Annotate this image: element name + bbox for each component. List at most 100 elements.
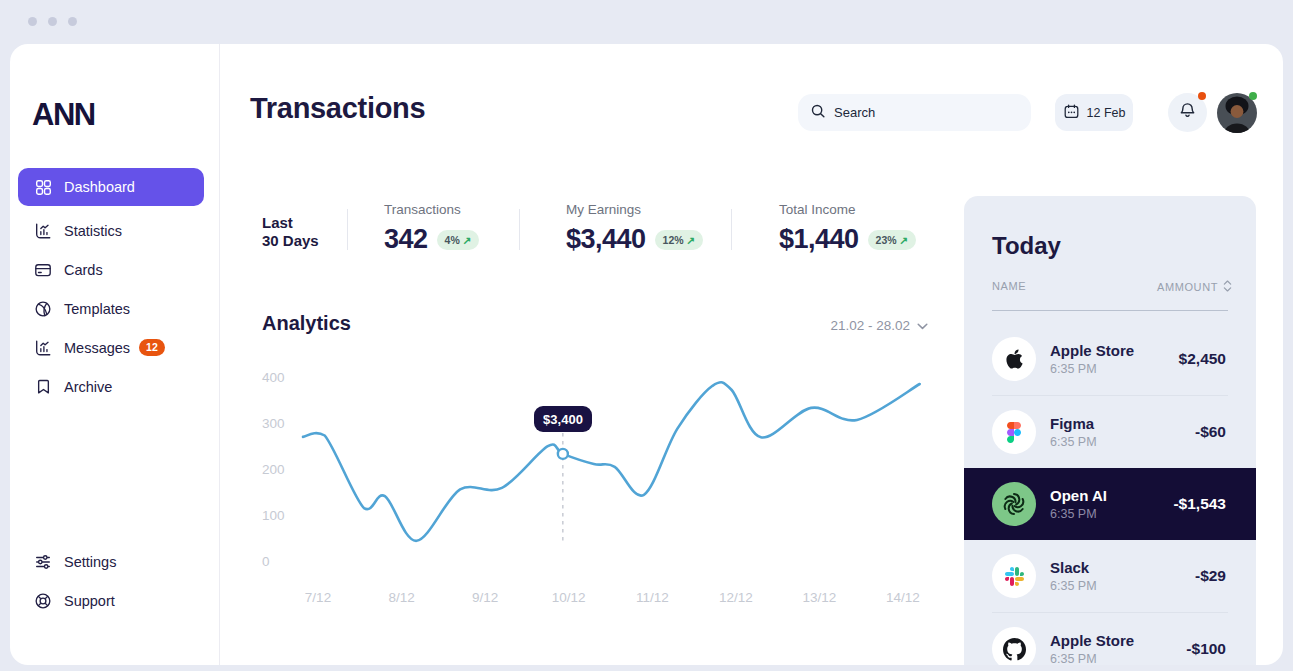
transaction-name: Figma	[1050, 415, 1097, 432]
analytics-range-dropdown[interactable]: 21.02 - 28.02	[780, 318, 928, 333]
online-status-dot	[1249, 92, 1257, 100]
x-axis-label: 9/12	[455, 590, 515, 605]
transaction-row[interactable]: Figma6:35 PM-$60	[964, 396, 1256, 468]
sidebar-item-messages[interactable]: Messages 12	[10, 328, 219, 367]
search-bar[interactable]	[798, 94, 1031, 131]
window-dot[interactable]	[28, 17, 37, 26]
column-name[interactable]: NAME	[992, 280, 1026, 294]
trend-up-icon: ↗	[900, 234, 909, 246]
chart-icon	[34, 222, 52, 240]
sidebar-item-settings[interactable]: Settings	[10, 542, 219, 581]
transaction-amount: $2,450	[1179, 350, 1226, 368]
transaction-amount: -$1,543	[1173, 495, 1226, 513]
x-axis-label: 7/12	[288, 590, 348, 605]
page-title: Transactions	[250, 92, 425, 125]
transaction-row[interactable]: Open AI 6:35 PM -$1,543	[964, 468, 1256, 540]
today-panel: Today NAME AMMOUNT Apple Store6:35 PM$2,…	[964, 196, 1256, 665]
x-axis-label: 11/12	[622, 590, 682, 605]
search-icon	[810, 103, 826, 123]
x-axis-label: 13/12	[789, 590, 849, 605]
stat-label: My Earnings	[566, 202, 703, 217]
transaction-name: Slack	[1050, 559, 1097, 576]
bookmark-icon	[34, 378, 52, 396]
trend-up-icon: ↗	[687, 234, 696, 246]
notifications-button[interactable]	[1168, 93, 1207, 132]
analytics-title: Analytics	[262, 312, 351, 335]
stat-transactions: Transactions 342 4% ↗	[384, 202, 479, 255]
transaction-amount: -$100	[1186, 640, 1226, 658]
app-window: ANN DashboardStatisticsCardsTemplatesMes…	[10, 44, 1283, 665]
transaction-time: 6:35 PM	[1050, 507, 1107, 521]
y-axis-label: 400	[262, 370, 285, 385]
sidebar-item-cards[interactable]: Cards	[10, 250, 219, 289]
y-axis-label: 100	[262, 508, 285, 523]
avatar-image	[1217, 119, 1257, 136]
stat-divider	[731, 209, 732, 250]
stat-label: Transactions	[384, 202, 479, 217]
transaction-row[interactable]: Apple Store6:35 PM$2,450	[964, 323, 1256, 395]
chart-icon	[34, 339, 52, 357]
stats-period-label: Last 30 Days	[262, 214, 319, 250]
table-header: NAME AMMOUNT	[992, 280, 1232, 294]
x-axis-label: 14/12	[873, 590, 933, 605]
analytics-line-chart	[296, 360, 936, 570]
y-axis-label: 300	[262, 416, 285, 431]
trend-up-icon: ↗	[463, 234, 472, 246]
transaction-name: Apple Store	[1050, 342, 1134, 359]
transaction-name: Open AI	[1050, 487, 1107, 504]
sidebar-item-support[interactable]: Support	[10, 581, 219, 620]
calendar-icon	[1063, 103, 1080, 123]
sidebar: ANN DashboardStatisticsCardsTemplatesMes…	[10, 44, 220, 665]
y-axis-label: 200	[262, 462, 285, 477]
stat-value: 342	[384, 224, 428, 255]
sidebar-footer-nav: SettingsSupport	[10, 542, 219, 620]
github-icon	[992, 627, 1036, 665]
x-axis-label: 12/12	[706, 590, 766, 605]
transaction-time: 6:35 PM	[1050, 435, 1097, 449]
date-picker-button[interactable]: 12 Feb	[1055, 94, 1133, 131]
dashboard-icon	[34, 178, 52, 196]
stat-value: $1,440	[779, 224, 859, 255]
column-amount[interactable]: AMMOUNT	[1157, 281, 1218, 293]
sidebar-item-templates[interactable]: Templates	[10, 289, 219, 328]
sidebar-item-label: Dashboard	[64, 179, 135, 195]
slack-icon	[992, 554, 1036, 598]
stat-delta-badge: 4% ↗	[437, 230, 480, 250]
transactions-list: Apple Store6:35 PM$2,450Figma6:35 PM-$60…	[964, 323, 1256, 665]
stat-divider	[347, 209, 348, 250]
apple-icon	[992, 337, 1036, 381]
sidebar-item-label: Messages	[64, 340, 130, 356]
sidebar-item-label: Templates	[64, 301, 130, 317]
stat-delta-badge: 12% ↗	[655, 230, 704, 250]
search-input[interactable]	[834, 105, 994, 120]
stat-value: $3,440	[566, 224, 646, 255]
x-axis-label: 8/12	[372, 590, 432, 605]
sort-icon[interactable]	[1223, 280, 1232, 294]
sidebar-item-statistics[interactable]: Statistics	[10, 211, 219, 250]
unread-badge: 12	[139, 339, 165, 356]
notification-dot	[1198, 92, 1206, 100]
transaction-name: Apple Store	[1050, 632, 1134, 649]
date-label: 12 Feb	[1087, 106, 1126, 120]
analytics-range-label: 21.02 - 28.02	[830, 318, 910, 333]
chevron-down-icon	[917, 318, 928, 333]
openai-icon	[992, 482, 1036, 526]
sidebar-item-archive[interactable]: Archive	[10, 367, 219, 406]
stat-divider	[519, 209, 520, 250]
window-dot[interactable]	[68, 17, 77, 26]
today-title: Today	[992, 232, 1061, 260]
sidebar-item-dashboard[interactable]: Dashboard	[18, 168, 204, 206]
chart-tooltip: $3,400	[534, 406, 592, 432]
sliders-icon	[34, 553, 52, 571]
transaction-row[interactable]: Apple Store6:35 PM-$100	[964, 613, 1256, 665]
globe-icon	[34, 300, 52, 318]
x-axis-label: 10/12	[539, 590, 599, 605]
sidebar-item-label: Cards	[64, 262, 103, 278]
user-avatar[interactable]	[1217, 93, 1257, 133]
transaction-row[interactable]: Slack6:35 PM-$29	[964, 540, 1256, 612]
stat-delta-badge: 23% ↗	[868, 230, 917, 250]
stat-label: Total Income	[779, 202, 916, 217]
window-dot[interactable]	[48, 17, 57, 26]
sidebar-nav: Dashboard Statistics Cards Templates Message…	[10, 168, 219, 406]
main-content: Transactions 12 Feb Last 30 Days Transac…	[220, 44, 1283, 665]
